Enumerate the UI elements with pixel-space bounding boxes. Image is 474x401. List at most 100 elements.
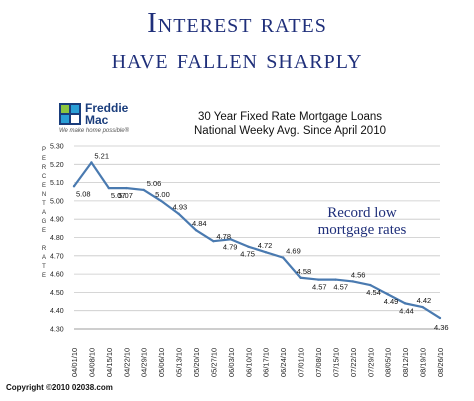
x-tick-label: 04/08/10 [87,348,96,377]
data-point [421,305,424,309]
data-label: 5.06 [147,179,162,188]
y-tick-label: 5.00 [50,198,64,205]
x-tick-label: 07/29/10 [366,348,375,377]
y-tick-label: 4.30 [50,327,64,334]
data-point [386,293,389,296]
copyright-text: Copyright ©2010 02038.com [6,383,113,392]
data-point [438,316,442,320]
x-tick-label: 06/24/10 [279,348,288,377]
data-label: 5.07 [118,191,133,200]
x-tick-label: 07/22/10 [349,348,358,377]
data-label: 4.72 [258,241,273,250]
data-label: 4.44 [399,306,414,315]
x-tick-label: 06/17/10 [262,348,271,377]
x-tick-label: 06/03/10 [227,348,236,377]
data-label: 5.08 [76,189,91,198]
data-point [229,238,233,241]
x-tick-label: 04/22/10 [122,348,131,377]
x-tick-label: 05/20/10 [192,348,201,377]
data-point [334,278,337,281]
data-point [299,276,302,279]
x-tick-label: 08/19/10 [419,348,428,377]
y-tick-label: 5.20 [50,162,64,169]
y-axis-label-letter: A [41,210,46,216]
data-label: 4.56 [351,270,366,279]
y-tick-label: 5.10 [50,180,64,187]
logo-name-line-1: Freddie [85,101,129,115]
x-tick-label: 08/12/10 [401,348,410,377]
y-axis-label-letter: E [41,228,46,234]
data-point [316,278,320,281]
x-tick-label: 05/27/10 [209,348,218,377]
data-label: 5.07 [111,191,126,200]
record-low-callout: Record low mortgage rates [302,205,422,239]
freddie-mac-logo: Freddie Mac We make home possible® [59,101,169,134]
y-axis-label-letter: R [41,165,47,171]
x-tick-label: 07/08/10 [314,348,323,377]
y-tick-label: 5.30 [50,144,64,151]
x-tick-label: 04/15/10 [105,348,114,377]
y-tick-label: 4.80 [50,235,64,242]
data-point [72,185,76,188]
y-axis-label-letter: N [41,192,47,198]
data-point [107,186,111,190]
y-axis-label-letter: A [41,255,46,261]
data-label: 4.57 [312,283,327,292]
y-axis-label-letter: E [41,156,46,162]
headline-line-2: have fallen sharply [111,43,363,75]
y-tick-label: 4.70 [50,253,64,260]
data-label: 4.42 [417,296,432,305]
data-point [212,239,215,243]
y-axis-label-letter: G [41,219,47,225]
data-label: 4.79 [223,242,238,251]
data-label: 4.54 [366,288,381,297]
x-tick-label: 08/05/10 [384,348,393,377]
data-label: 4.84 [192,219,207,228]
data-label: 5.00 [155,190,170,199]
y-tick-label: 4.90 [50,217,64,224]
data-label: 4.93 [173,203,188,212]
chart-subtitle: National Weeky Avg. Since April 2010 [194,125,386,137]
y-axis-label-letter: R [41,246,47,252]
y-axis-label-letter: T [42,264,46,270]
data-label: 4.57 [333,283,348,292]
x-tick-label: 07/15/10 [331,348,340,377]
x-tick-label: 05/13/10 [175,348,184,377]
y-axis-label-letter: C [41,174,47,180]
data-label: 4.78 [216,232,231,241]
data-point [247,245,250,248]
x-tick-label: 04/29/10 [140,348,149,377]
data-point [142,188,145,192]
data-label: 4.69 [286,247,301,256]
callout-line-1: Record low [327,205,397,221]
x-tick-label: 08/26/10 [436,348,445,377]
data-point [369,283,372,287]
data-point [351,280,355,283]
x-tick-label: 04/01/10 [70,348,79,377]
series-line [73,161,441,319]
data-point [281,256,285,259]
y-axis-label-letter: E [41,183,46,189]
logo-tagline: We make home possible® [59,128,130,134]
chart-title: 30 Year Fixed Rate Mortgage Loans [197,111,383,123]
data-point [125,186,128,190]
data-label: 4.58 [297,267,312,276]
data-point [177,212,180,215]
logo-name-line-2: Mac [85,113,109,127]
data-point [159,199,163,203]
x-tick-label: 07/01/10 [297,348,306,377]
data-label: 5.21 [94,151,109,160]
x-tick-label: 06/10/10 [244,348,253,377]
y-tick-label: 4.50 [50,290,64,297]
data-label: 4.75 [240,250,255,259]
callout-line-2: mortgage rates [317,222,407,238]
house-logo-icon [59,103,81,125]
data-point [403,302,407,305]
y-tick-label: 4.40 [50,308,64,315]
data-label: 4.36 [434,323,449,332]
y-axis-label-letter: P [41,147,46,153]
data-label: 4.49 [384,297,399,306]
data-point [264,250,267,254]
